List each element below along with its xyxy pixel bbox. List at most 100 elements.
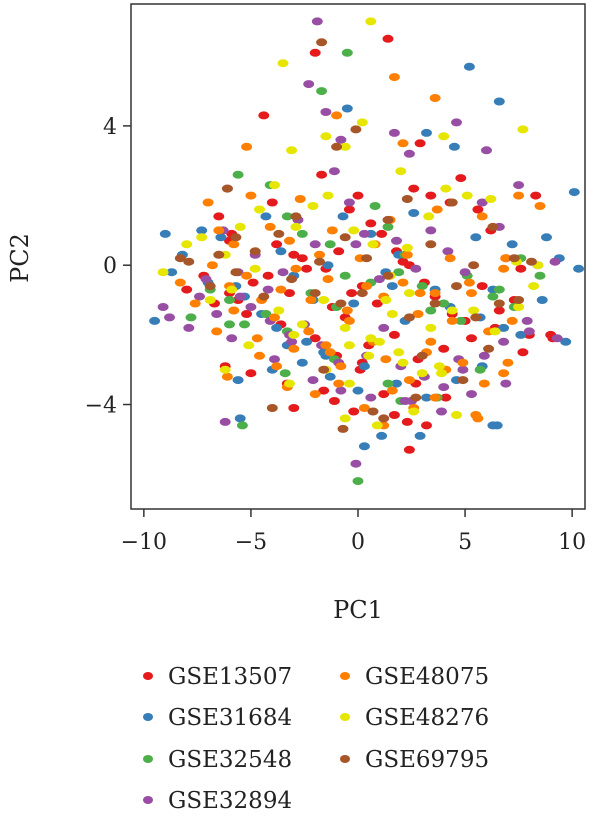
data-point-gse48075 xyxy=(309,390,321,399)
data-point-gse13507 xyxy=(438,344,450,353)
data-point-gse48075 xyxy=(284,236,295,245)
data-point-gse31684 xyxy=(470,233,482,242)
data-point-gse48075 xyxy=(324,348,336,357)
data-point-gse48276 xyxy=(440,184,452,193)
data-point-gse69795 xyxy=(335,299,347,308)
data-point-gse31684 xyxy=(386,282,398,291)
data-point-gse32548 xyxy=(487,292,499,301)
data-point-gse69795 xyxy=(356,289,368,298)
data-point-gse48075 xyxy=(333,379,345,388)
data-point-gse69795 xyxy=(286,275,298,284)
data-point-gse48276 xyxy=(517,125,529,134)
data-point-gse69795 xyxy=(425,240,437,249)
data-point-gse13507 xyxy=(365,219,377,228)
data-point-gse48276 xyxy=(401,243,413,252)
data-point-gse32894 xyxy=(303,80,315,89)
data-point-gse13507 xyxy=(493,306,505,315)
data-point-gse13507 xyxy=(348,407,360,416)
data-point-gse13507 xyxy=(271,240,283,249)
data-point-gse31684 xyxy=(408,209,420,217)
data-point-gse48075 xyxy=(466,289,477,298)
data-point-gse32894 xyxy=(459,268,471,277)
data-point-gse13507 xyxy=(262,271,274,280)
data-point-gse48075 xyxy=(476,212,488,221)
data-point-gse31684 xyxy=(421,128,432,137)
data-point-gse48276 xyxy=(288,330,300,339)
data-point-gse13507 xyxy=(346,289,358,298)
data-point-gse48276 xyxy=(380,296,392,304)
data-point-gse48075 xyxy=(294,195,306,203)
data-point-gse31684 xyxy=(493,97,505,106)
data-point-gse32548 xyxy=(281,212,293,221)
data-point-gse32548 xyxy=(279,369,291,378)
legend-item-gse31684: GSE31684 xyxy=(143,705,292,731)
data-point-gse48276 xyxy=(371,421,383,430)
data-point-gse32894 xyxy=(262,285,274,294)
data-point-gse32894 xyxy=(436,407,447,416)
data-point-gse48075 xyxy=(241,142,253,151)
data-point-gse48075 xyxy=(414,289,426,298)
data-point-gse69795 xyxy=(410,393,422,402)
data-point-gse48075 xyxy=(429,94,441,102)
data-point-gse32548 xyxy=(352,477,364,486)
data-point-gse48276 xyxy=(468,306,480,315)
data-point-gse32548 xyxy=(239,320,250,329)
data-point-gse32548 xyxy=(369,202,381,210)
data-point-gse13507 xyxy=(421,421,432,430)
data-point-gse69795 xyxy=(508,254,520,263)
data-point-gse48075 xyxy=(269,313,280,322)
data-point-gse32548 xyxy=(534,271,546,280)
x-tick-label: −10 xyxy=(121,530,167,555)
data-point-gse32548 xyxy=(260,310,272,318)
data-point-gse48075 xyxy=(380,355,392,364)
data-point-gse48276 xyxy=(403,289,415,298)
data-point-gse48276 xyxy=(322,191,334,200)
data-point-gse69795 xyxy=(318,365,330,374)
data-point-gse31684 xyxy=(166,268,178,277)
data-point-gse48075 xyxy=(470,411,482,419)
data-point-gse48075 xyxy=(202,198,214,207)
data-point-gse13507 xyxy=(401,417,413,426)
data-point-gse48075 xyxy=(425,337,437,346)
data-point-gse48276 xyxy=(451,411,462,419)
data-point-gse32548 xyxy=(425,306,437,315)
data-point-gse32548 xyxy=(224,320,235,329)
y-tick-label: 0 xyxy=(103,254,117,279)
data-point-gse48276 xyxy=(513,303,525,311)
data-point-gse48075 xyxy=(326,226,338,235)
data-point-gse48276 xyxy=(284,379,295,388)
data-point-gse31684 xyxy=(337,212,349,221)
legend-item-gse32548: GSE32548 xyxy=(143,747,292,773)
data-point-gse32894 xyxy=(481,146,492,155)
data-point-gse31684 xyxy=(324,372,336,381)
data-point-gse32894 xyxy=(269,355,280,364)
data-point-gse48075 xyxy=(305,296,317,304)
data-point-gse13507 xyxy=(333,247,345,256)
data-point-gse32894 xyxy=(391,236,402,245)
data-point-gse32548 xyxy=(296,229,308,238)
data-point-gse69795 xyxy=(258,292,270,301)
data-point-gse48075 xyxy=(498,369,510,378)
data-point-gse13507 xyxy=(388,330,400,339)
data-point-gse48276 xyxy=(397,358,409,367)
data-point-gse32894 xyxy=(183,323,195,332)
data-point-gse13507 xyxy=(388,411,400,419)
data-point-gse31684 xyxy=(196,226,208,235)
data-point-gse69795 xyxy=(273,229,285,238)
data-point-gse32548 xyxy=(393,268,405,277)
data-point-gse13507 xyxy=(403,445,415,454)
data-point-gse13507 xyxy=(371,299,383,308)
data-point-gse48075 xyxy=(335,362,347,371)
data-point-gse48075 xyxy=(446,316,458,325)
data-point-gse69795 xyxy=(249,247,261,256)
data-point-gse48075 xyxy=(213,226,225,235)
data-point-gse13507 xyxy=(515,264,527,273)
data-point-gse31684 xyxy=(487,421,499,430)
data-point-gse69795 xyxy=(230,233,242,242)
data-point-gse48276 xyxy=(367,240,379,249)
data-point-gse32894 xyxy=(350,459,362,468)
y-tick-label: 4 xyxy=(103,115,117,140)
data-point-gse32894 xyxy=(457,365,469,374)
x-tick-label: 10 xyxy=(558,530,586,555)
legend-label: GSE48276 xyxy=(365,705,489,731)
